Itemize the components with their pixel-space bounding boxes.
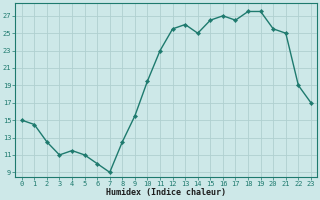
X-axis label: Humidex (Indice chaleur): Humidex (Indice chaleur) <box>106 188 226 197</box>
